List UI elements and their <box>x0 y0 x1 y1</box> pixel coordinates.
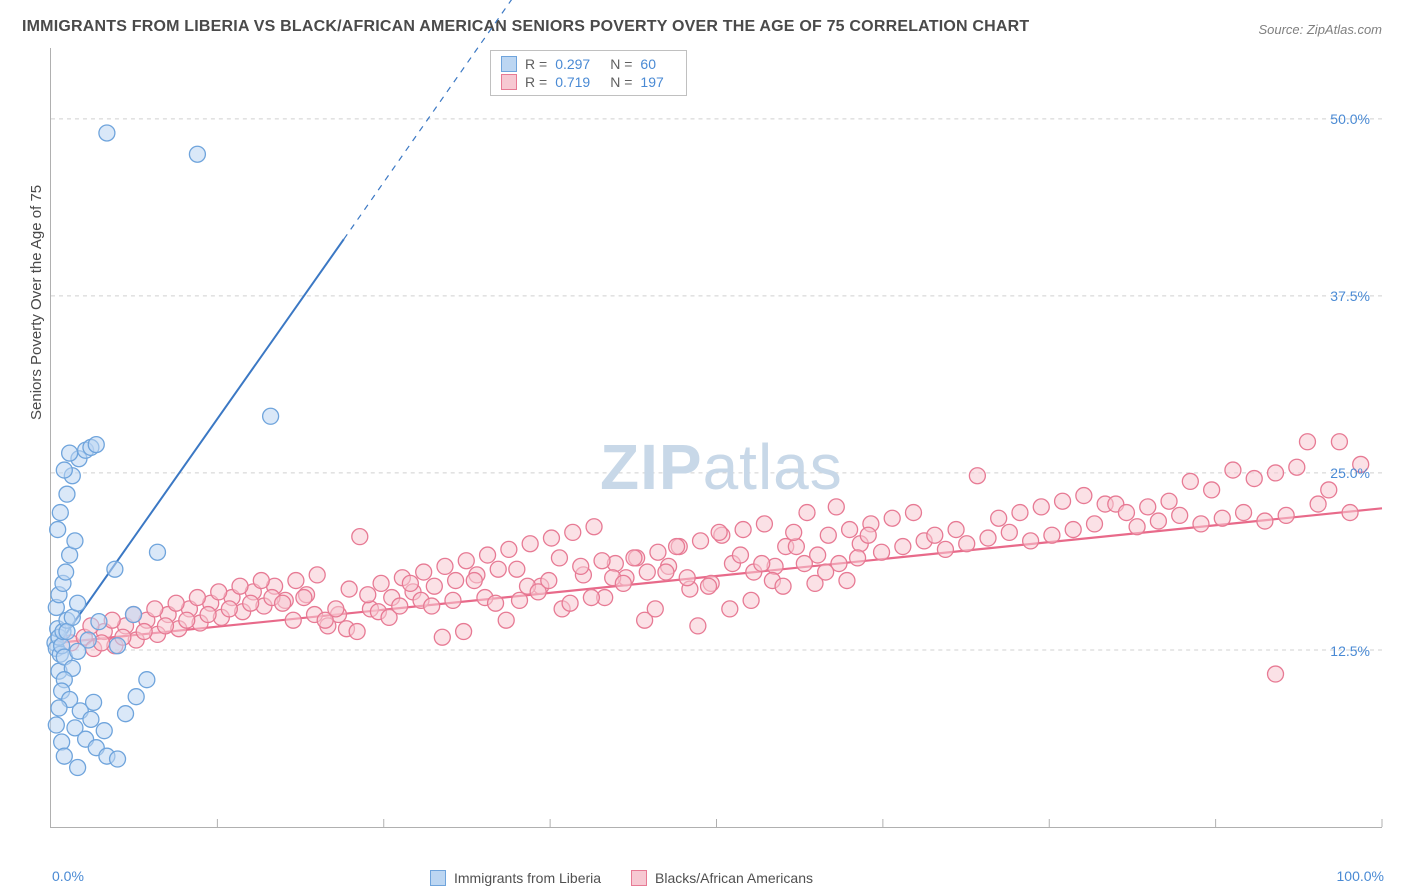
legend-n-2: 197 <box>640 74 663 90</box>
series-legend: Immigrants from Liberia Blacks/African A… <box>430 870 813 886</box>
legend-item-2: Blacks/African Americans <box>631 870 813 886</box>
legend-label-n2: N = <box>610 74 632 90</box>
legend-item-1: Immigrants from Liberia <box>430 870 601 886</box>
legend-swatch-2 <box>501 74 517 90</box>
legend-bottom-swatch-2 <box>631 870 647 886</box>
y-tick-label: 50.0% <box>1330 111 1370 127</box>
legend-bottom-swatch-1 <box>430 870 446 886</box>
y-axis-label: Seniors Poverty Over the Age of 75 <box>28 185 45 420</box>
plot-area: 12.5% 25.0% 37.5% 50.0% <box>50 48 1382 828</box>
correlation-legend: R = 0.297 N = 60 R = 0.719 N = 197 <box>490 50 687 96</box>
legend-label-r2: R = <box>525 74 547 90</box>
y-tick-label: 37.5% <box>1330 288 1370 304</box>
legend-label-n: N = <box>610 56 632 72</box>
legend-bottom-label-2: Blacks/African Americans <box>655 870 813 886</box>
y-tick-label: 12.5% <box>1330 643 1370 659</box>
legend-row-series1: R = 0.297 N = 60 <box>501 55 676 73</box>
chart-title: IMMIGRANTS FROM LIBERIA VS BLACK/AFRICAN… <box>22 18 1029 36</box>
y-tick-label: 25.0% <box>1330 465 1370 481</box>
legend-r-1: 0.297 <box>555 56 590 72</box>
legend-swatch-1 <box>501 56 517 72</box>
legend-r-2: 0.719 <box>555 74 590 90</box>
chart-svg <box>51 48 1382 827</box>
x-tick-max: 100.0% <box>1337 868 1384 884</box>
legend-label-r: R = <box>525 56 547 72</box>
x-tick-min: 0.0% <box>52 868 84 884</box>
legend-bottom-label-1: Immigrants from Liberia <box>454 870 601 886</box>
legend-n-1: 60 <box>640 56 656 72</box>
source-label: Source: ZipAtlas.com <box>1258 22 1382 37</box>
legend-row-series2: R = 0.719 N = 197 <box>501 73 676 91</box>
